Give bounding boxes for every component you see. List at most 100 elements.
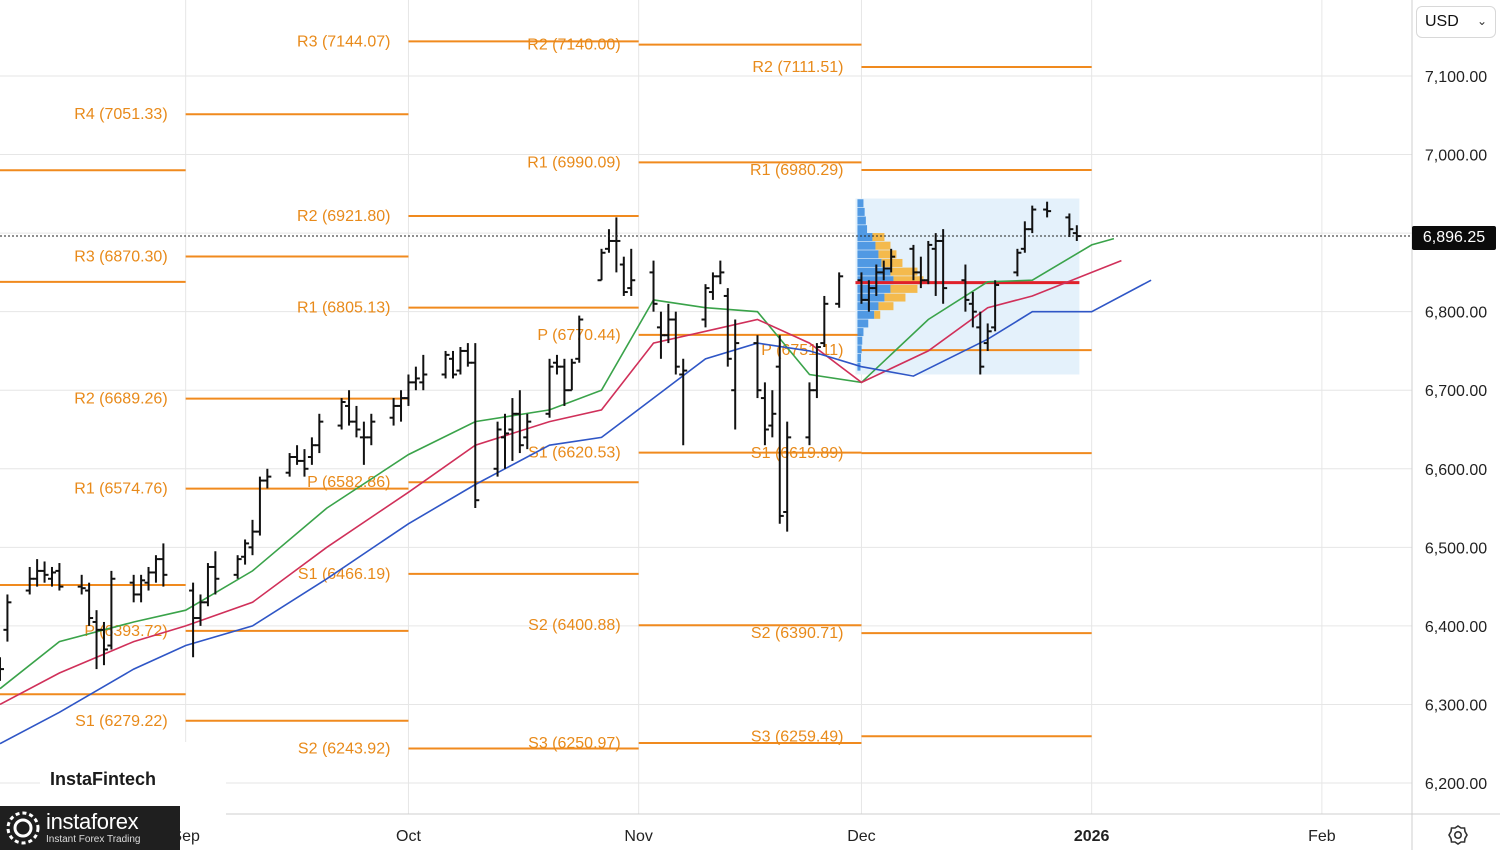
ohlc-bar bbox=[307, 437, 316, 465]
ohlc-bar bbox=[471, 343, 480, 509]
ohlc-bar bbox=[55, 563, 64, 591]
ohlc-bar bbox=[3, 594, 12, 642]
pivot-label: R1 (6980.29) bbox=[750, 162, 843, 179]
ohlc-bar bbox=[456, 347, 465, 375]
volume-profile-bar bbox=[857, 199, 864, 208]
ohlc-bar bbox=[916, 256, 925, 289]
volume-profile-bar bbox=[857, 207, 865, 216]
ohlc-bar bbox=[500, 413, 509, 469]
ohlc-bar bbox=[679, 358, 688, 446]
ohlc-bar bbox=[419, 354, 428, 391]
ohlc-bar bbox=[656, 311, 665, 359]
y-tick-label: 7,000.00 bbox=[1425, 148, 1487, 165]
ohlc-bar bbox=[144, 566, 153, 591]
volume-profile-bar-orange bbox=[878, 250, 897, 259]
ohlc-bar bbox=[760, 382, 769, 446]
chevron-down-icon: ⌄ bbox=[1476, 14, 1487, 28]
ohlc-bar bbox=[107, 570, 116, 650]
settings-button[interactable] bbox=[1446, 823, 1470, 847]
ohlc-bar bbox=[812, 343, 821, 399]
ohlc-bar bbox=[612, 217, 621, 273]
pivot-label: R2 (6689.26) bbox=[74, 391, 167, 408]
ohlc-bar bbox=[493, 421, 502, 477]
settings-gear-icon bbox=[1448, 825, 1468, 845]
instafintech-logo: InstaFintech bbox=[40, 742, 226, 816]
ohlc-bar bbox=[560, 358, 569, 406]
volume-profile-bar bbox=[857, 310, 875, 319]
moving-average-line bbox=[0, 279, 1152, 745]
volume-profile-bar bbox=[857, 258, 882, 267]
ohlc-bar bbox=[619, 256, 628, 296]
y-tick-label: 6,800.00 bbox=[1425, 305, 1487, 322]
volume-profile-bar bbox=[857, 250, 879, 259]
pivot-label: R4 (7051.33) bbox=[74, 106, 167, 123]
ohlc-bar bbox=[887, 248, 896, 273]
ohlc-bar bbox=[701, 284, 710, 328]
volume-profile-bar bbox=[857, 354, 862, 363]
ohlc-bar bbox=[753, 335, 762, 399]
ohlc-bar bbox=[924, 240, 933, 285]
ohlc-bar bbox=[515, 390, 524, 454]
ohlc-bar bbox=[909, 244, 918, 281]
pivot-label: S1 (6279.22) bbox=[75, 713, 168, 730]
ohlc-bar bbox=[397, 390, 406, 422]
volume-profile-bar-orange bbox=[878, 302, 894, 311]
volume-profile-bar-orange bbox=[874, 310, 881, 319]
instaforex-tagline: Instant Forex Trading bbox=[46, 834, 141, 845]
ohlc-bar bbox=[293, 445, 302, 465]
ohlc-bar bbox=[835, 272, 844, 308]
ohlc-bar bbox=[864, 280, 873, 312]
y-tick-label: 7,100.00 bbox=[1425, 69, 1487, 86]
y-tick-label: 6,200.00 bbox=[1425, 776, 1487, 793]
ohlc-bar bbox=[389, 398, 398, 426]
pivot-label: R3 (6870.30) bbox=[74, 248, 167, 265]
ohlc-bar bbox=[775, 335, 784, 524]
instaforex-logo: instaforex Instant Forex Trading bbox=[0, 806, 180, 850]
pivot-label: P (6393.72) bbox=[84, 623, 167, 640]
pivot-label: R2 (7111.51) bbox=[752, 59, 843, 76]
ohlc-bar bbox=[345, 390, 354, 426]
volume-profile-bar bbox=[857, 293, 885, 302]
ohlc-bar bbox=[545, 358, 554, 418]
ohlc-bar bbox=[1028, 205, 1037, 234]
volume-profile-bar-orange bbox=[890, 284, 918, 293]
volume-profile-bar-orange bbox=[875, 241, 891, 250]
instaforex-name: instaforex bbox=[46, 809, 139, 834]
volume-profile-bar bbox=[857, 319, 869, 328]
pivot-label: S3 (6259.49) bbox=[751, 728, 844, 745]
ohlc-bar bbox=[129, 574, 138, 603]
ohlc-bar bbox=[159, 543, 168, 587]
x-tick-label: Dec bbox=[847, 828, 875, 845]
ohlc-bar bbox=[523, 413, 532, 450]
instafintech-text: InstaFintech bbox=[50, 768, 157, 789]
ohlc-bar bbox=[552, 354, 561, 375]
x-tick-label: Feb bbox=[1308, 828, 1336, 845]
ohlc-bar bbox=[233, 555, 242, 579]
currency-select[interactable]: USD ⌄ bbox=[1416, 6, 1496, 38]
ohlc-bar bbox=[300, 449, 309, 477]
ohlc-bar bbox=[0, 657, 4, 681]
ohlc-bar bbox=[449, 350, 458, 379]
volume-profile-bar-orange bbox=[872, 233, 885, 242]
ohlc-bar bbox=[879, 260, 888, 281]
pivot-label: S1 (6466.19) bbox=[298, 566, 391, 583]
ohlc-bar bbox=[968, 292, 977, 328]
pivot-label: R1 (6990.09) bbox=[527, 154, 620, 171]
ohlc-bar bbox=[508, 398, 517, 461]
ohlc-bar bbox=[255, 476, 264, 536]
ohlc-bar bbox=[85, 582, 94, 626]
ohlc-bar bbox=[805, 382, 814, 446]
y-tick-label: 6,600.00 bbox=[1425, 462, 1487, 479]
ohlc-bar bbox=[151, 555, 160, 583]
ohlc-bar bbox=[315, 413, 324, 454]
ohlc-bar bbox=[47, 566, 56, 587]
current-price-tag: 6,896.25 bbox=[1412, 226, 1496, 250]
pivot-label: S3 (6250.97) bbox=[528, 735, 621, 752]
moving-average-line bbox=[0, 259, 1122, 706]
ohlc-bar bbox=[285, 453, 294, 477]
volume-profile-bar-orange bbox=[893, 276, 924, 285]
ohlc-bar bbox=[92, 610, 101, 670]
ohlc-bar bbox=[337, 398, 346, 430]
